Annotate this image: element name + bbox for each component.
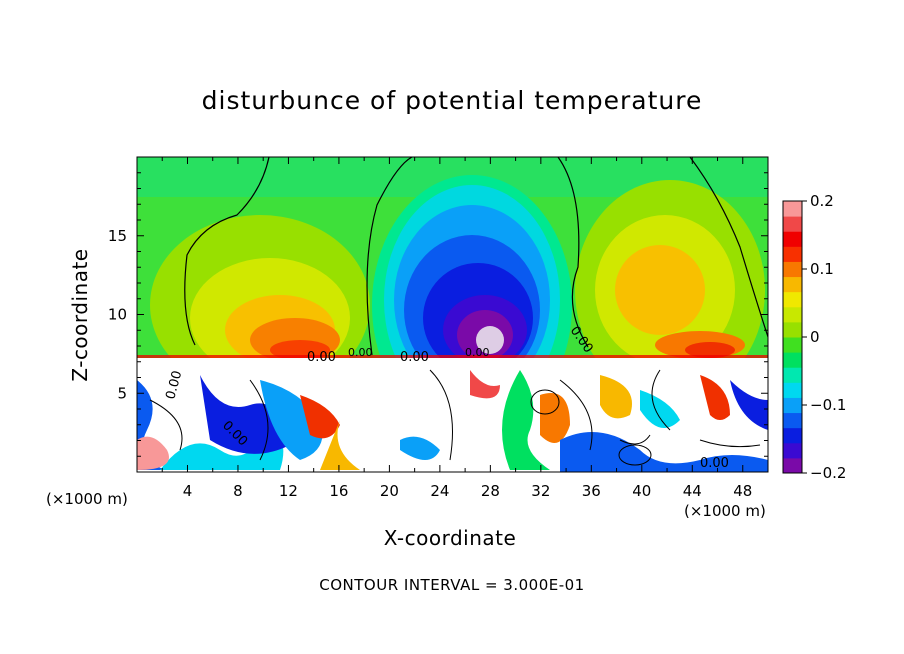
colorbar-swatch xyxy=(783,397,802,414)
colorbar-swatch xyxy=(783,412,802,429)
x-tick-label: 44 xyxy=(683,482,702,500)
x-tick-label: 8 xyxy=(233,482,243,500)
contour-label: 0.00 xyxy=(465,346,490,359)
heatmap-field xyxy=(137,157,768,472)
colorbar-tick-label: 0.2 xyxy=(810,192,834,210)
colorbar-swatch xyxy=(783,246,802,262)
x-tick-label: 40 xyxy=(632,482,651,500)
colorbar-swatch xyxy=(783,306,802,323)
colorbar-swatch xyxy=(783,291,802,308)
contour-label: 0.00 xyxy=(348,346,373,359)
contour-label: 0.00 xyxy=(307,350,336,365)
colorbar-swatch xyxy=(783,457,802,474)
x-tick-label: 4 xyxy=(183,482,193,500)
colorbar-swatch xyxy=(783,231,802,247)
x-axis-label: X-coordinate xyxy=(383,526,517,550)
zero-contour-right xyxy=(689,157,768,338)
zero-contour-center xyxy=(366,157,589,356)
colorbar: 0.2 0.1 0 −0.1 −0.2 xyxy=(782,192,846,482)
colorbar-tick-label: −0.2 xyxy=(810,464,846,482)
colorbar-tick-label: −0.1 xyxy=(810,396,846,414)
x-tick-label: 12 xyxy=(279,482,298,500)
colorbar-swatch xyxy=(783,276,802,293)
x-tick-label: 20 xyxy=(380,482,399,500)
chart-title: disturbunce of potential temperature xyxy=(201,86,703,115)
x-tick-label: 28 xyxy=(481,482,500,500)
colorbar-tick-label: 0.1 xyxy=(810,260,834,278)
colorbar-tick-label: 0 xyxy=(810,328,820,346)
contour-label: 0.00 xyxy=(700,456,729,471)
x-tick-label: 24 xyxy=(430,482,449,500)
zero-contour-left xyxy=(184,157,270,346)
x-tick-label: 36 xyxy=(582,482,601,500)
y-tick-label: 5 xyxy=(117,384,127,402)
colorbar-swatch xyxy=(783,261,802,278)
colorbar-swatch xyxy=(783,442,802,459)
colorbar-swatch xyxy=(783,337,802,353)
colorbar-swatch xyxy=(783,321,802,338)
lower-layer xyxy=(137,358,768,472)
y-tick-label: 15 xyxy=(108,227,127,245)
colorbar-swatch xyxy=(783,216,802,232)
x-unit-left: (×1000 m) xyxy=(46,490,128,508)
warm-anomaly-right xyxy=(575,180,765,400)
contour-label: 0.00 xyxy=(400,350,429,365)
colorbar-swatch xyxy=(783,382,802,398)
colorbar-swatch xyxy=(783,201,802,217)
colorbar-swatch xyxy=(783,427,802,444)
y-tick-label: 10 xyxy=(108,306,127,324)
colorbar-swatch xyxy=(783,352,802,368)
x-tick-label: 32 xyxy=(531,482,550,500)
contour-label: 0.00 xyxy=(163,369,185,401)
x-tick-label: 48 xyxy=(733,482,752,500)
x-unit-right: (×1000 m) xyxy=(684,502,766,520)
colorbar-swatch xyxy=(783,367,802,383)
x-tick-label: 16 xyxy=(329,482,348,500)
contour-interval-note: CONTOUR INTERVAL = 3.000E-01 xyxy=(319,576,585,594)
y-axis-label: Z-coordinate xyxy=(68,248,92,382)
